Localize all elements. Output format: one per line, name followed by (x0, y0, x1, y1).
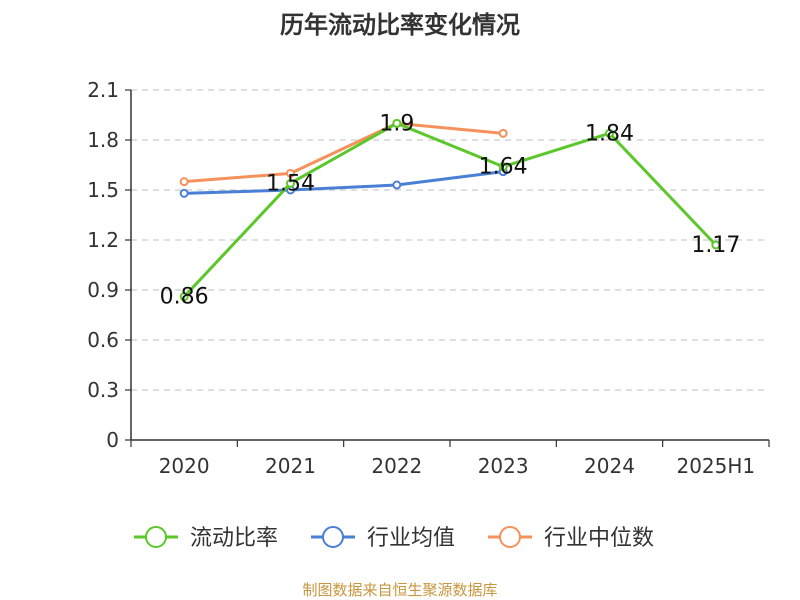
y-tick-label: 1.2 (87, 228, 119, 252)
data-label: 0.86 (160, 285, 209, 310)
y-tick-label: 1.8 (87, 128, 119, 152)
legend-swatch-marker (145, 526, 167, 548)
legend-item-1[interactable]: 行业均值 (311, 526, 455, 551)
y-tick-label: 0.6 (87, 328, 119, 352)
series-line-1 (184, 170, 504, 195)
series-line-2 (184, 121, 504, 184)
data-point (711, 240, 721, 250)
data-point (179, 292, 189, 302)
y-tick-label: 2.1 (87, 78, 119, 102)
legend-swatch-marker (322, 526, 344, 548)
y-tick-label: 1.5 (87, 178, 119, 202)
data-label: 1.54 (266, 171, 315, 196)
legend-item-2[interactable]: 行业中位数 (488, 526, 654, 551)
axes: 0 0.3 0.6 0.9 1.2 1.5 1.8 2.1 2020 2021 2022 2023 20… (87, 78, 770, 478)
data-point (605, 128, 614, 138)
x-tick-label: 2021 (265, 454, 316, 478)
series-lines (179, 118, 721, 302)
data-label: 1.9 (379, 111, 414, 136)
series-line-0 (183, 121, 717, 298)
source-note: 制图数据来自恒生聚源数据库 (302, 581, 497, 599)
data-point (286, 168, 295, 178)
legend-item-0[interactable]: 流动比率 (134, 526, 278, 551)
x-tick-label: 2025H1 (676, 454, 755, 478)
x-tick-label: 2023 (478, 454, 529, 478)
data-label: 1.17 (691, 233, 740, 258)
y-tick-label: 0 (106, 428, 119, 452)
chart-title: 历年流动比率变化情况 (280, 11, 520, 39)
data-point (498, 128, 508, 138)
legend-swatch-marker (499, 526, 521, 548)
data-label: 1.64 (479, 155, 528, 180)
data-point (179, 177, 189, 187)
legend: 流动比率 行业均值 行业中位数 (134, 526, 654, 551)
x-tick-label: 2024 (584, 454, 635, 478)
x-tick-label: 2020 (159, 454, 210, 478)
data-point (286, 178, 295, 188)
data-label: 1.84 (585, 121, 634, 146)
y-tick-label: 0.9 (87, 278, 119, 302)
x-tick-label: 2022 (371, 454, 422, 478)
grid-lines (131, 89, 769, 391)
y-tick-label: 0.3 (87, 378, 119, 402)
legend-label: 行业中位数 (544, 526, 654, 551)
legend-label: 行业均值 (367, 526, 455, 551)
data-point (179, 188, 189, 198)
data-point (392, 118, 402, 128)
data-point (392, 180, 402, 190)
legend-label: 流动比率 (190, 526, 278, 551)
data-labels: 0.86 1.54 1.9 1.64 1.84 1.17 (160, 111, 741, 309)
data-point (498, 162, 508, 172)
